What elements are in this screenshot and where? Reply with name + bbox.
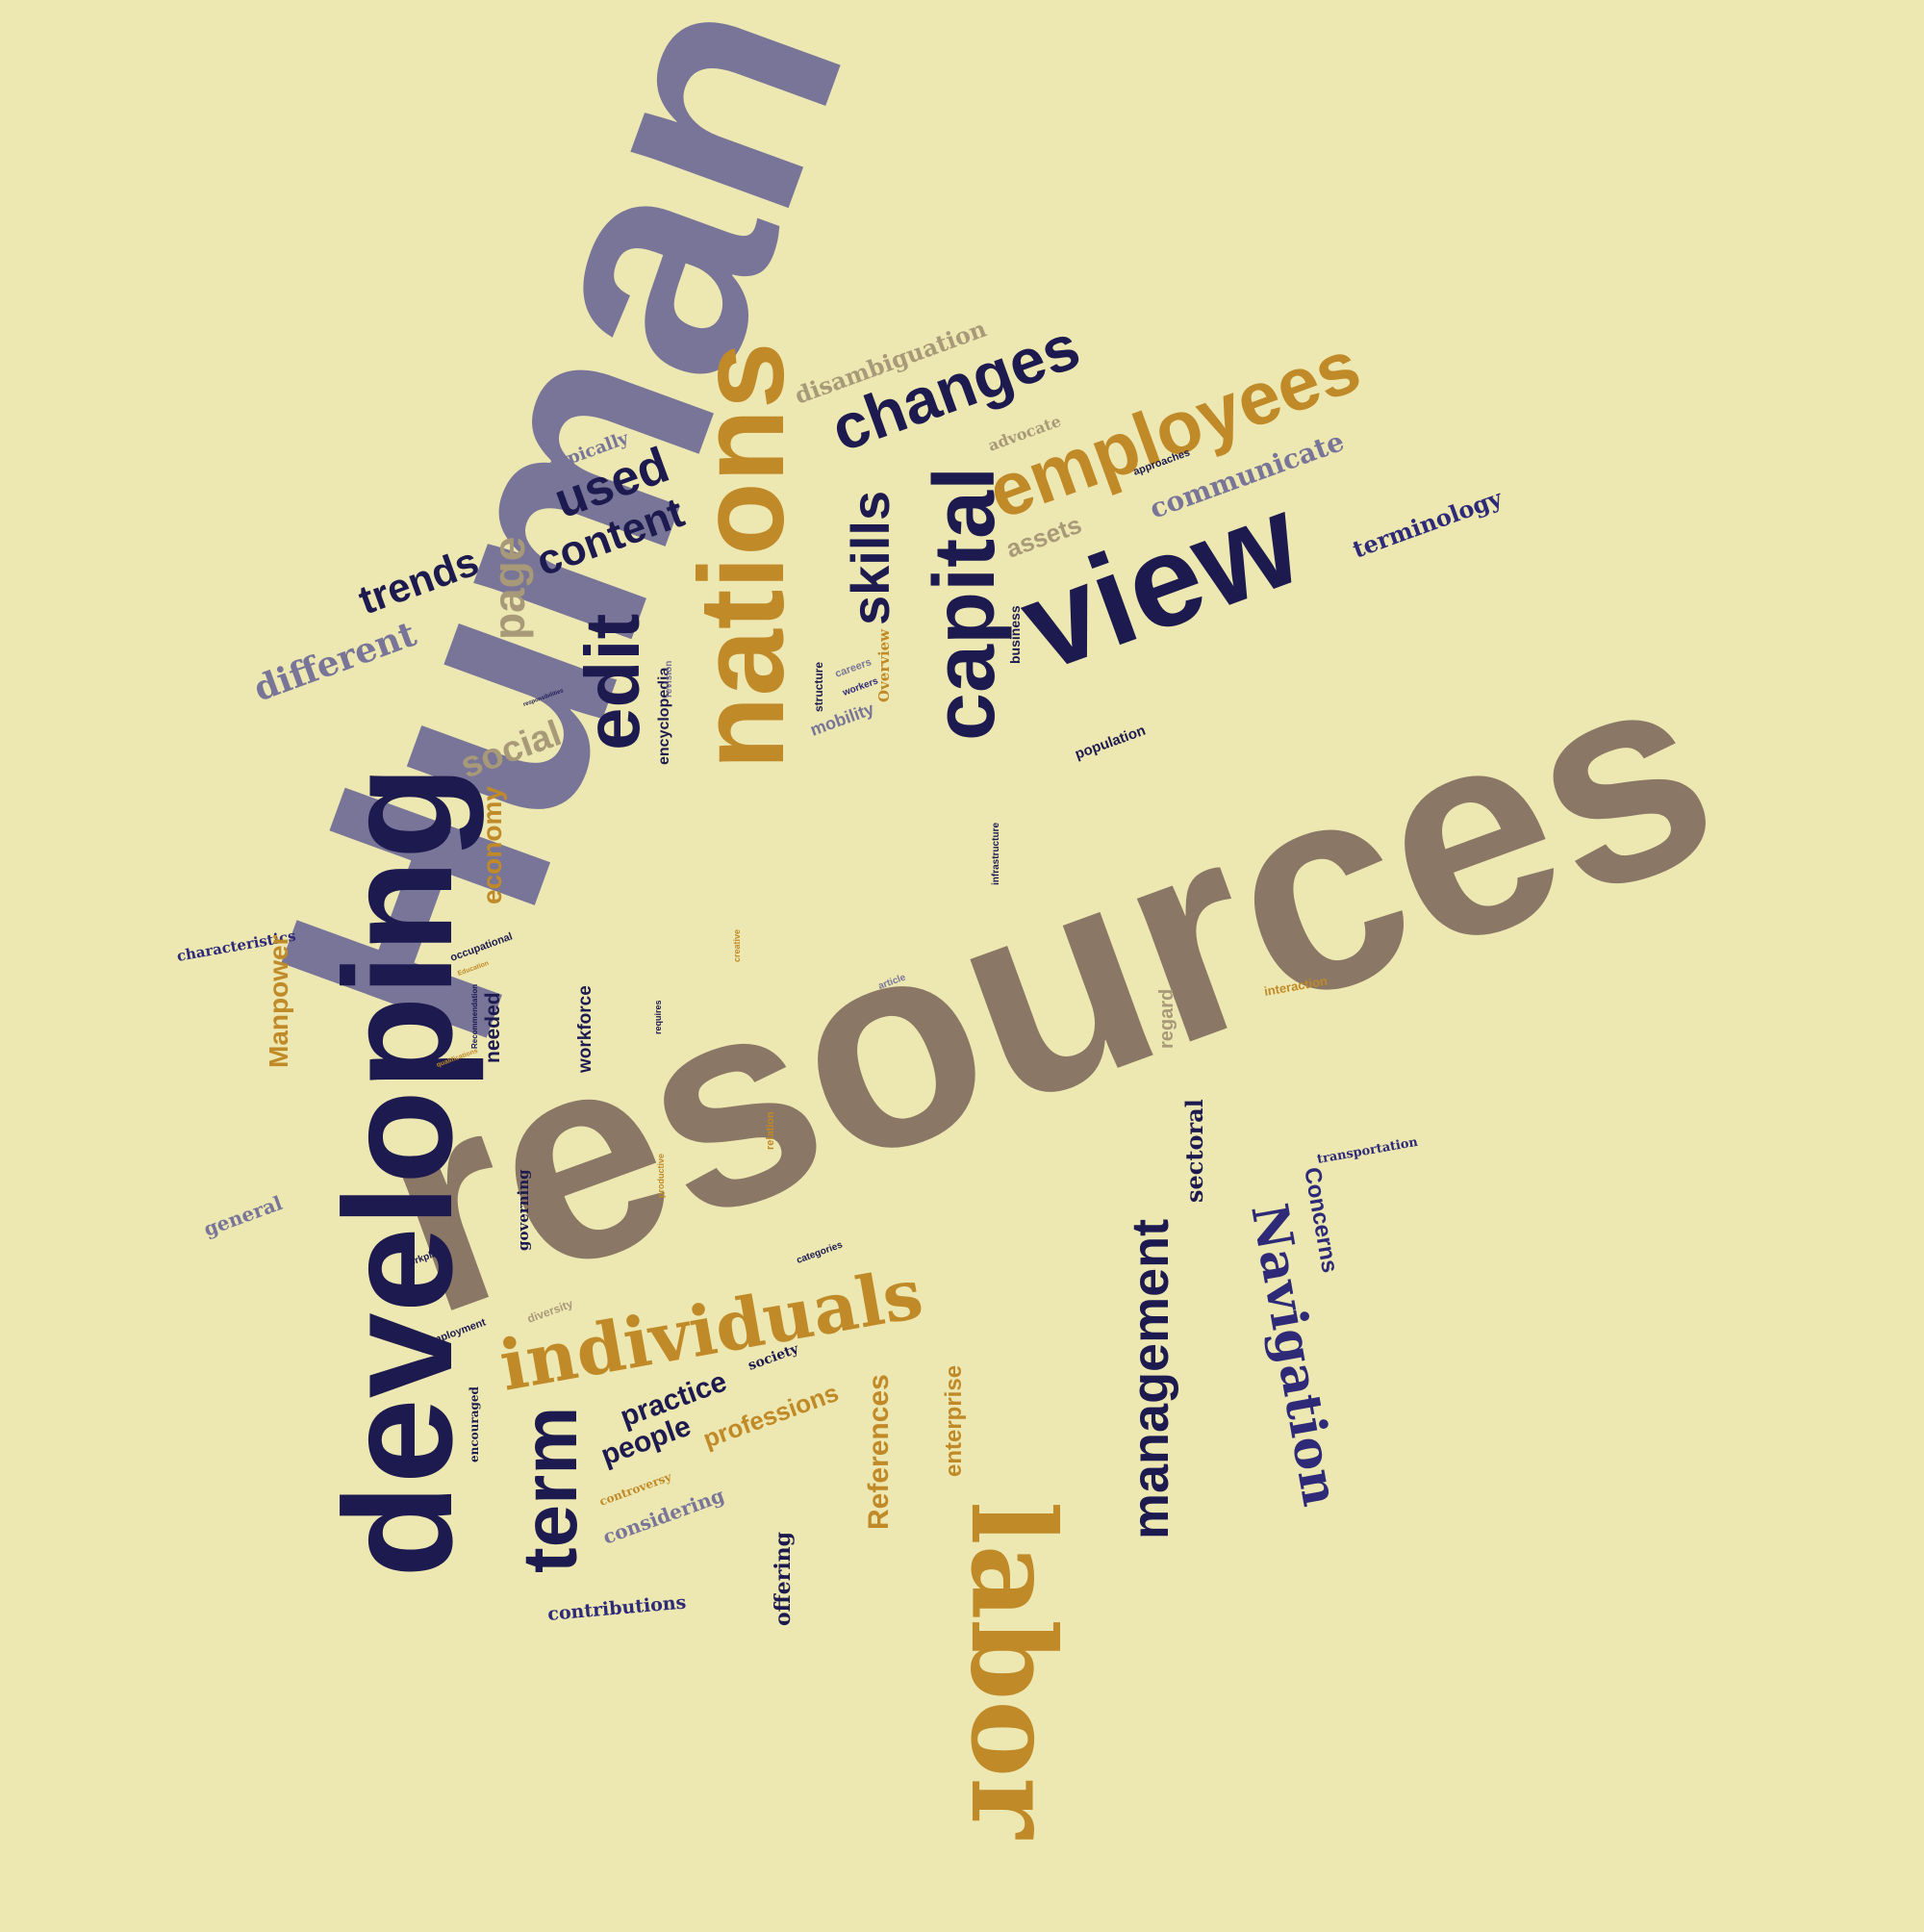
word-workers: workers: [841, 675, 880, 699]
word-productive: productive: [656, 1153, 666, 1198]
word-references: References: [863, 1374, 895, 1530]
word-offering: offering: [771, 1531, 796, 1626]
word-contributions: contributions: [546, 1591, 688, 1625]
word-governing: governing: [515, 1169, 532, 1251]
word-general: general: [200, 1191, 286, 1241]
word-workforce: workforce: [575, 985, 595, 1073]
word-needed: needed: [482, 992, 504, 1063]
word-transportation: transportation: [1315, 1134, 1420, 1167]
word-population: population: [1073, 722, 1149, 763]
word-overview: Overview: [875, 628, 893, 702]
word-enterprise: enterprise: [941, 1364, 967, 1477]
word-management: management: [1122, 1218, 1179, 1539]
word-careers: careers: [833, 656, 873, 680]
word-edit: edit: [570, 613, 655, 750]
word-term: term: [507, 1406, 593, 1573]
word-regard: regard: [1156, 988, 1177, 1049]
word-revision: revision: [664, 660, 674, 698]
word-nations: nations: [675, 342, 809, 770]
word-creative: creative: [732, 928, 742, 962]
word-business: business: [1007, 605, 1023, 664]
word-relation: relation: [765, 1111, 776, 1150]
word-page: page: [484, 536, 534, 640]
word-developing: developing: [312, 765, 484, 1578]
word-economy: economy: [477, 786, 507, 904]
word-encouraged: encouraged: [468, 1386, 481, 1462]
word-terminology: terminology: [1349, 483, 1506, 564]
word-requires: requires: [653, 1000, 663, 1034]
word-recommendation: Recommendation: [470, 983, 479, 1049]
word-infrastructure: infrastructure: [991, 822, 1001, 885]
word-capital: capital: [917, 466, 1013, 741]
word-structure: structure: [812, 661, 825, 712]
word-labor: labor: [945, 1501, 1080, 1839]
word-sectoral: sectoral: [1180, 1099, 1208, 1203]
word-controversy: controversy: [597, 1469, 673, 1509]
word-manpower: Manpower: [264, 934, 293, 1068]
word-skills: skills: [840, 490, 900, 625]
